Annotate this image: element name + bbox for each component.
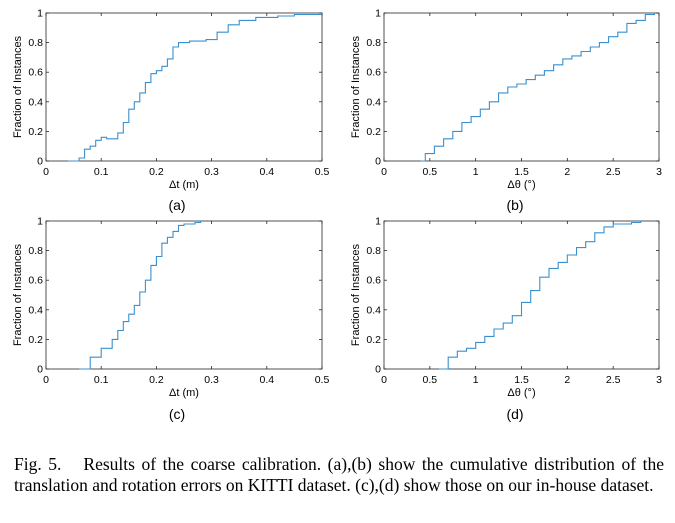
y-axis-label-b: Fraction of Instances	[350, 35, 362, 138]
y-tick-label-c: 0.6	[28, 275, 43, 287]
y-tick-label-a: 0.2	[28, 126, 43, 138]
cdf-line-c	[79, 221, 202, 370]
x-axis-label-a: Δt (m)	[169, 179, 199, 191]
y-tick-label-a: 1	[37, 8, 43, 20]
y-tick-label-b: 0.6	[366, 67, 381, 79]
x-tick-label-b: 3	[656, 166, 662, 178]
y-tick-label-c: 0.8	[28, 245, 43, 257]
x-tick-label-c: 0.2	[149, 374, 164, 386]
x-tick-label-c: 0.4	[259, 374, 274, 386]
figure: 0 0.1 0.2 0.3 0.4 0.5 0 0.2 0.4 0.6 0.8 1 Δt (m) Frac…	[12, 8, 662, 400]
x-tick-label-a: 0.1	[94, 166, 109, 178]
y-tick-label-a: 0	[37, 156, 43, 168]
y-tick-label-a: 0.6	[28, 67, 43, 79]
x-tick-label-a: 0.4	[259, 166, 274, 178]
panel-label-b: (b)	[506, 197, 524, 213]
x-tick-label-c: 0	[43, 374, 49, 386]
y-tick-label-d: 0	[375, 364, 381, 376]
x-tick-label-b: 1	[473, 166, 479, 178]
x-axis-label-d: Δθ (°)	[507, 387, 535, 399]
plot-frame-c	[45, 220, 323, 370]
x-tick-label-b: 2.5	[606, 166, 621, 178]
cdf-line-a	[68, 13, 322, 162]
y-tick-label-b: 0	[375, 156, 381, 168]
plot-frame-d	[383, 220, 660, 370]
x-tick-label-b: 0.5	[423, 166, 438, 178]
chart-b: 0 0.5 1 1.5 2 2.5 3 0 0.2 0.4 0.6 0.8 1 Δθ (°) Fractio…	[350, 8, 662, 192]
y-tick-label-a: 0.8	[28, 37, 43, 49]
figure-caption: Fig. 5. Results of the coarse calibration…	[14, 454, 664, 496]
plot-frame-a	[45, 12, 323, 162]
panel-label-a: (a)	[168, 197, 186, 213]
cdf-line-b	[420, 13, 655, 162]
x-tick-label-b: 0	[381, 166, 387, 178]
x-tick-label-d: 2	[564, 374, 570, 386]
caption-text: Results of the coarse calibration. (a),(…	[14, 454, 664, 495]
chart-a: 0 0.1 0.2 0.3 0.4 0.5 0 0.2 0.4 0.6 0.8 1 Δt (m) Frac…	[12, 8, 329, 192]
panel-label-c: (c)	[168, 406, 186, 422]
caption-label: Fig. 5.	[14, 454, 62, 474]
x-tick-label-d: 1	[473, 374, 479, 386]
y-tick-label-c: 0.2	[28, 334, 43, 346]
y-tick-label-d: 0.4	[366, 304, 381, 316]
chart-d: 0 0.5 1 1.5 2 2.5 3 0 0.2 0.4 0.6 0.8 1 Δθ (°) Fractio…	[350, 216, 662, 400]
x-tick-label-a: 0	[43, 166, 49, 178]
x-tick-label-c: 0.5	[315, 374, 330, 386]
y-tick-label-c: 0.4	[28, 304, 43, 316]
y-tick-label-b: 0.2	[366, 126, 381, 138]
x-tick-label-c: 0.3	[204, 374, 219, 386]
x-tick-label-d: 0	[381, 374, 387, 386]
y-tick-label-c: 0	[37, 364, 43, 376]
x-axis-label-c: Δt (m)	[169, 387, 199, 399]
y-tick-label-b: 1	[375, 8, 381, 20]
panel-label-d: (d)	[506, 406, 524, 422]
y-tick-label-d: 0.6	[366, 275, 381, 287]
y-tick-label-d: 1	[375, 216, 381, 228]
y-axis-label-c: Fraction of Instances	[12, 243, 24, 346]
x-tick-label-a: 0.5	[315, 166, 330, 178]
y-tick-label-c: 1	[37, 216, 43, 228]
y-tick-label-d: 0.2	[366, 334, 381, 346]
y-tick-label-a: 0.4	[28, 96, 43, 108]
x-axis-label-b: Δθ (°)	[507, 179, 535, 191]
x-tick-label-b: 1.5	[514, 166, 529, 178]
cdf-line-d	[439, 221, 642, 370]
x-tick-label-d: 3	[656, 374, 662, 386]
y-axis-label-d: Fraction of Instances	[350, 243, 362, 346]
x-tick-label-c: 0.1	[94, 374, 109, 386]
y-axis-label-a: Fraction of Instances	[12, 35, 24, 138]
x-tick-label-d: 2.5	[606, 374, 621, 386]
x-tick-label-a: 0.3	[204, 166, 219, 178]
x-tick-label-b: 2	[564, 166, 570, 178]
x-tick-label-d: 1.5	[514, 374, 529, 386]
y-tick-label-b: 0.4	[366, 96, 381, 108]
x-tick-label-d: 0.5	[423, 374, 438, 386]
chart-c: 0 0.1 0.2 0.3 0.4 0.5 0 0.2 0.4 0.6 0.8 1 Δt (m) Frac…	[12, 216, 329, 400]
x-tick-label-a: 0.2	[149, 166, 164, 178]
y-tick-label-b: 0.8	[366, 37, 381, 49]
y-tick-label-d: 0.8	[366, 245, 381, 257]
